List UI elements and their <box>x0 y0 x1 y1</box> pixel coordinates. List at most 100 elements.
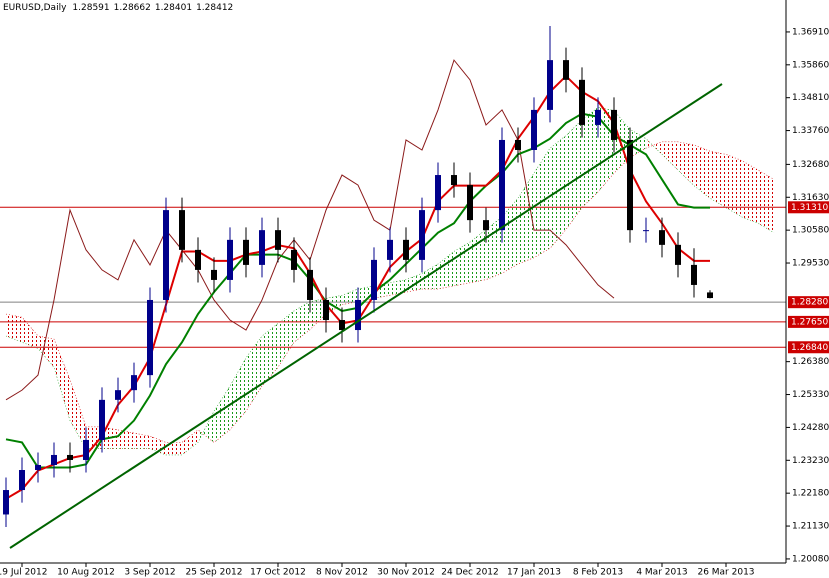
header: EURUSD,Daily 1.28591 1.28662 1.28401 1.28412 <box>3 3 233 13</box>
cloud-edge <box>5 107 775 456</box>
cloud-segment <box>422 263 438 290</box>
candle-body <box>611 109 617 140</box>
cloud-segment <box>278 310 294 368</box>
y-tick-label: 1.36910 <box>792 27 829 37</box>
candle-body <box>35 464 41 471</box>
candle-body <box>115 390 121 400</box>
candle-body <box>595 109 601 125</box>
candle-body <box>403 239 409 260</box>
candle-body <box>51 454 57 465</box>
y-tick-label: 1.31630 <box>792 193 829 203</box>
candle-body <box>659 230 665 245</box>
cloud-segment <box>518 173 534 264</box>
cloud-segment <box>230 357 246 430</box>
trend-line <box>9 83 723 549</box>
y-tick-label: 1.35860 <box>792 60 829 70</box>
symbol: EURUSD,Daily <box>3 3 67 13</box>
cloud-segment <box>486 216 502 280</box>
candle-body <box>547 60 553 110</box>
cloud-segment <box>726 154 742 217</box>
cloud-segment <box>582 107 598 208</box>
candle-body <box>147 299 153 376</box>
level-label: 1.31310 <box>791 203 828 213</box>
candle-body <box>195 249 201 270</box>
candle-body <box>211 269 217 280</box>
candle-body <box>499 139 505 231</box>
level-label: 1.26840 <box>791 343 828 353</box>
cloud-segment <box>118 429 134 449</box>
y-tick-label: 1.24280 <box>792 423 829 433</box>
candle-body <box>387 239 393 260</box>
candle-body <box>131 375 137 391</box>
candle-body <box>19 470 25 491</box>
cloud-segment <box>438 251 454 290</box>
candle-body <box>339 320 345 331</box>
level-label-box <box>788 201 829 214</box>
cloud-segment <box>86 426 102 449</box>
candle-body <box>563 60 569 80</box>
candle-body <box>643 230 649 232</box>
candles <box>3 25 713 527</box>
cloud-segment <box>166 442 182 455</box>
x-tick-label: 4 Mar 2013 <box>636 568 687 578</box>
cloud-segment <box>390 279 406 296</box>
cloud-edge <box>5 141 775 443</box>
candle-body <box>291 249 297 270</box>
cloud-segment <box>342 289 358 305</box>
cloud <box>5 107 775 456</box>
candle-body <box>99 399 105 440</box>
candle-body <box>451 175 457 186</box>
x-tick-label: 17 Jan 2013 <box>507 568 561 578</box>
y-tick-label: 1.29530 <box>792 259 829 269</box>
y-tick-label: 1.34810 <box>792 93 829 103</box>
x-tick-label: 8 Nov 2012 <box>316 568 368 578</box>
header-open: 1.28591 <box>72 3 109 13</box>
candle-body <box>515 139 521 150</box>
cloud-segment <box>6 314 22 343</box>
cloud-segment <box>262 323 278 387</box>
candle-body <box>259 230 265 265</box>
cloud-segment <box>470 229 486 283</box>
candle-body <box>483 220 489 231</box>
y-tick-label: 1.26380 <box>792 357 829 367</box>
cloud-segment <box>358 285 374 302</box>
candle-body <box>691 264 697 285</box>
candle-body <box>355 299 361 331</box>
cloud-segment <box>710 151 726 208</box>
candle-body <box>163 210 169 300</box>
candle-body <box>323 299 329 321</box>
x-tick-label: 25 Sep 2012 <box>185 568 242 578</box>
cloud-segment <box>214 386 230 443</box>
cloud-segment <box>502 198 518 274</box>
header-high: 1.28662 <box>114 3 151 13</box>
y-tick-label: 1.23230 <box>792 456 829 466</box>
header-close: 1.28412 <box>196 3 233 13</box>
cloud-segment <box>742 160 758 224</box>
cloud-segment <box>70 379 86 449</box>
x-tick-label: 26 Mar 2013 <box>697 568 754 578</box>
cloud-segment <box>758 170 774 233</box>
x-tick-label: 17 Oct 2012 <box>250 568 306 578</box>
candle-body <box>67 454 73 460</box>
y-tick-label: 1.21130 <box>792 522 829 532</box>
candle-body <box>579 79 585 125</box>
y-tick-label: 1.33760 <box>792 126 829 136</box>
level-label-box <box>788 315 829 328</box>
cloud-segment <box>662 141 678 171</box>
level-label-box <box>788 296 829 309</box>
x-tick-label: 19 Jul 2012 <box>0 568 47 578</box>
candle-body <box>419 210 425 260</box>
candle-body <box>227 239 233 280</box>
cloud-segment <box>534 148 550 258</box>
y-tick-label: 1.22180 <box>792 489 829 499</box>
x-tick-label: 8 Feb 2013 <box>573 568 623 578</box>
candle-body <box>675 244 681 265</box>
cloud-segment <box>38 335 54 368</box>
x-tick-label: 24 Dec 2012 <box>441 568 499 578</box>
y-tick-label: 1.25330 <box>792 390 829 400</box>
cloud-segment <box>598 107 614 192</box>
levels <box>0 206 786 348</box>
y-tick-label: 1.30580 <box>792 226 829 236</box>
candle-body <box>627 139 633 231</box>
